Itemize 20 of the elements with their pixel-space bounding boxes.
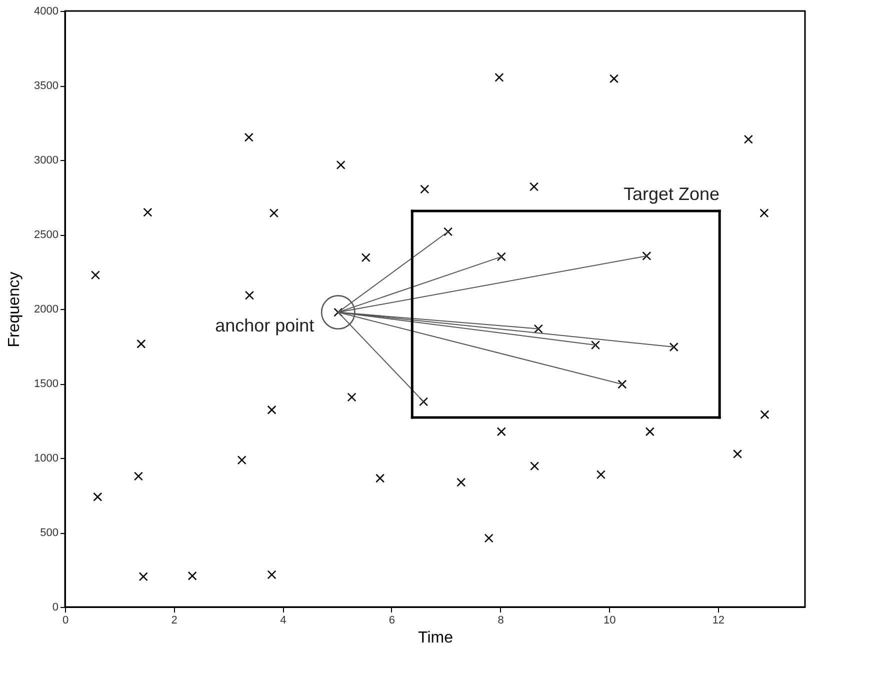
y-tick-label: 2000 — [34, 304, 58, 316]
y-axis-title: Frequency — [6, 272, 24, 348]
y-tick-label: 1000 — [34, 452, 58, 464]
x-axis-title: Time — [418, 630, 454, 646]
y-tick-label: 3000 — [34, 154, 58, 166]
x-tick-label: 4 — [280, 614, 286, 626]
x-tick-label: 0 — [62, 614, 69, 626]
y-tick-label: 3500 — [34, 80, 58, 92]
x-tick-label: 6 — [388, 614, 396, 626]
y-tick-label: 0 — [52, 602, 58, 614]
annotation: anchor point — [215, 315, 314, 336]
x-tick-label: 12 — [712, 614, 725, 626]
y-tick-label: 500 — [40, 527, 58, 539]
y-tick-label: 1500 — [34, 378, 58, 390]
x-tick-label: 10 — [603, 614, 616, 626]
y-tick-label: 4000 — [34, 6, 58, 18]
y-tick-label: 2500 — [34, 229, 58, 241]
annotation: Target Zone — [624, 184, 720, 204]
x-tick-label: 8 — [498, 614, 504, 626]
x-tick-label: 2 — [171, 614, 178, 626]
